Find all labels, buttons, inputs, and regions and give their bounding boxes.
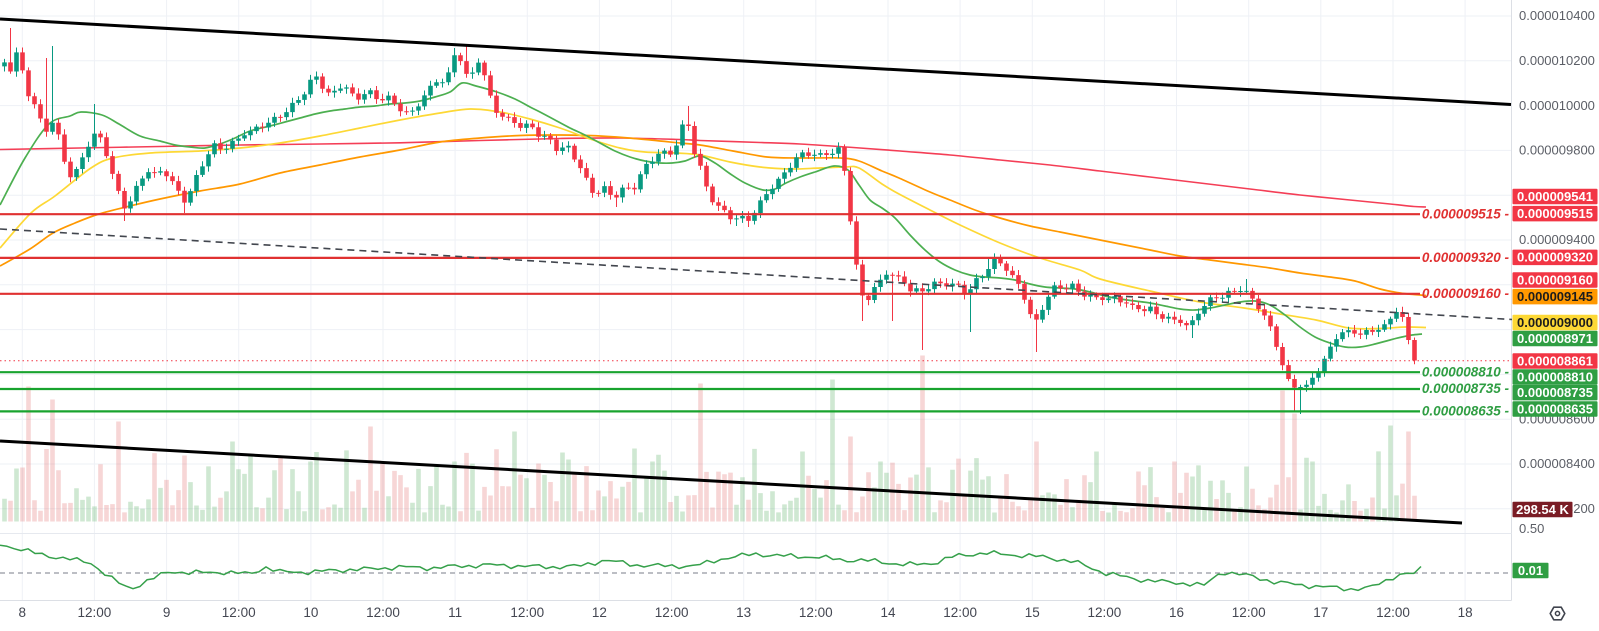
svg-text:12:00: 12:00 — [510, 605, 544, 620]
svg-text:0.000009160: 0.000009160 — [1517, 272, 1593, 287]
svg-text:18: 18 — [1458, 605, 1473, 620]
svg-text:12:00: 12:00 — [799, 605, 833, 620]
svg-text:0.000008400: 0.000008400 — [1519, 456, 1595, 471]
svg-text:17: 17 — [1313, 605, 1328, 620]
svg-text:12:00: 12:00 — [1376, 605, 1410, 620]
svg-text:0.000009515 -: 0.000009515 - — [1422, 206, 1510, 221]
svg-text:12:00: 12:00 — [222, 605, 256, 620]
svg-text:12:00: 12:00 — [1088, 605, 1122, 620]
svg-text:0.000010200: 0.000010200 — [1519, 53, 1595, 68]
svg-text:298.54 K: 298.54 K — [1516, 502, 1569, 517]
svg-text:8: 8 — [19, 605, 27, 620]
svg-text:11: 11 — [448, 605, 462, 620]
svg-text:12:00: 12:00 — [943, 605, 977, 620]
svg-text:0.000009145: 0.000009145 — [1517, 289, 1593, 304]
svg-text:0.000010000: 0.000010000 — [1519, 98, 1595, 113]
svg-text:0.000009515: 0.000009515 — [1517, 206, 1593, 221]
svg-text:0.50: 0.50 — [1519, 521, 1544, 536]
svg-text:12:00: 12:00 — [78, 605, 112, 620]
svg-text:0.000008861: 0.000008861 — [1517, 353, 1593, 368]
svg-text:0.000008971: 0.000008971 — [1517, 331, 1593, 346]
svg-text:0.000009800: 0.000009800 — [1519, 143, 1595, 158]
svg-text:12:00: 12:00 — [366, 605, 400, 620]
svg-text:9: 9 — [163, 605, 171, 620]
svg-text:16: 16 — [1169, 605, 1184, 620]
svg-text:14: 14 — [880, 605, 896, 620]
svg-text:0.000008735: 0.000008735 — [1517, 385, 1593, 400]
svg-text:0.000009541: 0.000009541 — [1517, 189, 1593, 204]
svg-text:0.000009000: 0.000009000 — [1517, 315, 1593, 330]
svg-text:0.000008810 -: 0.000008810 - — [1422, 364, 1510, 379]
svg-text:12:00: 12:00 — [655, 605, 689, 620]
svg-text:0.000009400: 0.000009400 — [1519, 232, 1595, 247]
svg-text:13: 13 — [736, 605, 751, 620]
svg-text:0.01: 0.01 — [1518, 563, 1543, 578]
svg-text:10: 10 — [303, 605, 318, 620]
svg-text:0.000008635: 0.000008635 — [1517, 401, 1593, 416]
svg-text:0.000008635 -: 0.000008635 - — [1422, 404, 1510, 419]
svg-text:12:00: 12:00 — [1232, 605, 1266, 620]
svg-text:12: 12 — [592, 605, 607, 620]
svg-text:15: 15 — [1025, 605, 1040, 620]
svg-text:0.000009160 -: 0.000009160 - — [1422, 286, 1510, 301]
svg-text:0.000008810: 0.000008810 — [1517, 369, 1593, 384]
svg-text:0.000010400: 0.000010400 — [1519, 8, 1595, 23]
svg-text:0.000009320: 0.000009320 — [1517, 250, 1593, 265]
svg-text:0.000008735 -: 0.000008735 - — [1422, 381, 1510, 396]
svg-text:0.000009320 -: 0.000009320 - — [1422, 250, 1510, 265]
